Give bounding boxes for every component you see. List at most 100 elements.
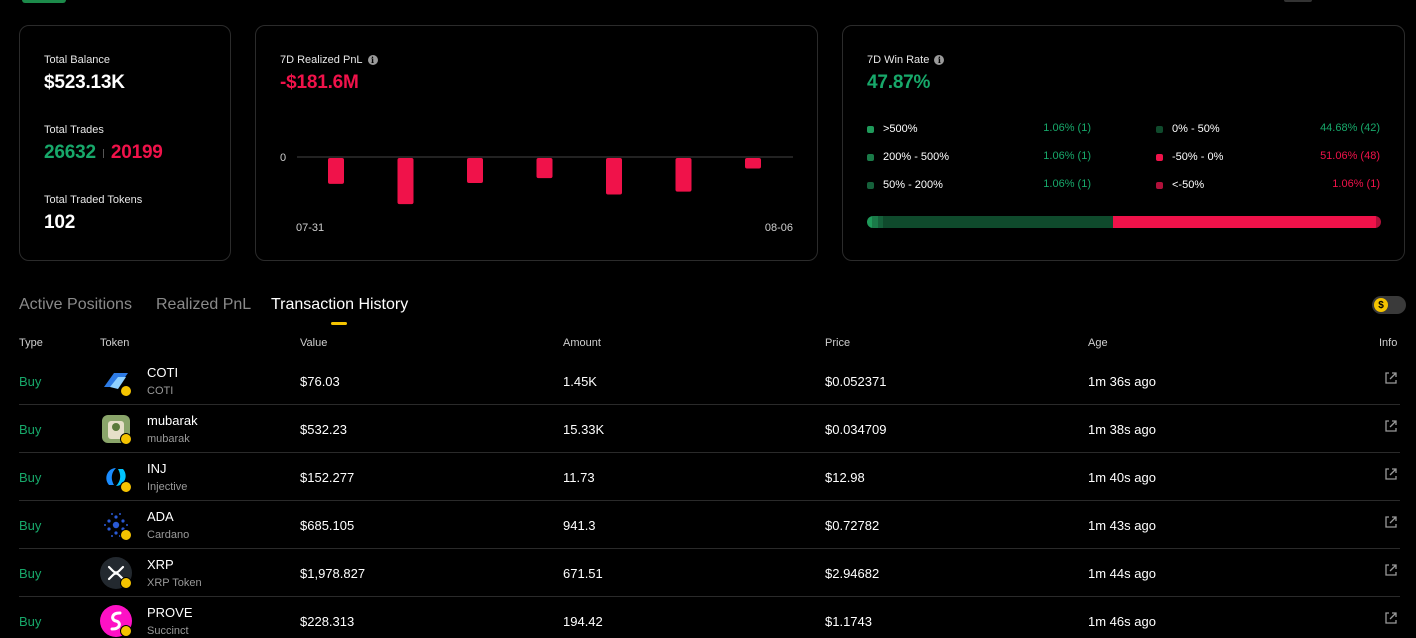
value-cell: $532.23 (300, 422, 347, 437)
legend-label: 50% - 200% (883, 179, 943, 191)
age-cell: 1m 38s ago (1088, 422, 1156, 437)
type-cell: Buy (19, 614, 42, 629)
pnl-bar[interactable] (745, 158, 761, 169)
token-name: XRP Token (147, 577, 202, 589)
info-icon[interactable]: i (367, 55, 378, 65)
x-end-label: 08-06 (765, 222, 793, 234)
dollar-icon: $ (1374, 298, 1388, 312)
token-symbol[interactable]: ADA (147, 509, 174, 524)
tab-realized-pnl[interactable]: Realized PnL (156, 296, 252, 313)
age-cell: 1m 44s ago (1088, 566, 1156, 581)
external-link-icon[interactable] (1383, 370, 1399, 386)
table-row[interactable]: Buy mubarak mubarak $532.23 15.33K $0.034709 1… (19, 405, 1400, 453)
token-symbol[interactable]: PROVE (147, 605, 193, 620)
distribution-segment (877, 216, 884, 228)
price-cell: $2.94682 (825, 566, 880, 581)
chain-badge-icon (120, 433, 132, 445)
amount-cell: 11.73 (563, 470, 595, 485)
pnl-bar[interactable] (467, 158, 483, 183)
token-name: Cardano (147, 529, 190, 541)
external-link-icon[interactable] (1383, 514, 1399, 530)
balance-card: Total Balance $523.13K Total Trades 2663… (19, 25, 231, 261)
distribution-segment (883, 216, 1113, 228)
price-cell: $12.98 (825, 470, 865, 485)
currency-toggle[interactable]: $ (1372, 296, 1406, 314)
age-cell: 1m 46s ago (1088, 614, 1156, 629)
legend-value: 1.06% (1) (1043, 178, 1091, 190)
trades-sell-count: 20199 (110, 142, 163, 163)
legend-label: >500% (883, 123, 918, 135)
total-trades-value: 26632 20199 (44, 142, 163, 164)
legend-item: -50% - 0% (1156, 150, 1223, 164)
legend-swatch (867, 181, 874, 189)
legend-swatch (1156, 153, 1163, 161)
amount-cell: 194.42 (563, 614, 603, 629)
table-row[interactable]: Buy PROVE Succinct $228.313 194.42 $1.1743 1m … (19, 597, 1400, 638)
external-link-icon[interactable] (1383, 418, 1399, 434)
mubarak-icon (100, 413, 132, 445)
legend-item: 0% - 50% (1156, 122, 1220, 136)
chain-badge-icon (120, 625, 132, 637)
chain-badge-icon (120, 577, 132, 589)
legend-value: 44.68% (42) (1320, 122, 1380, 134)
legend-value: 1.06% (1) (1043, 150, 1091, 162)
pnl-bar[interactable] (536, 158, 553, 179)
token-name: Injective (147, 481, 188, 493)
col-info: Info (1379, 337, 1398, 349)
info-icon[interactable]: i (934, 55, 945, 65)
chain-badge-icon (120, 529, 132, 541)
pnl-value: -$181.6M (280, 72, 359, 93)
token-name: Succinct (147, 625, 189, 637)
external-link-icon[interactable] (1383, 562, 1399, 578)
distribution-segment (867, 216, 873, 228)
pnl-bar[interactable] (606, 158, 622, 195)
pnl-bar[interactable] (397, 158, 414, 205)
price-cell: $0.052371 (825, 374, 887, 389)
legend-swatch (867, 153, 874, 161)
age-cell: 1m 36s ago (1088, 374, 1156, 389)
legend-item: 50% - 200% (867, 178, 943, 192)
top-sliver-gray (1284, 0, 1312, 2)
value-cell: $1,978.827 (300, 566, 366, 581)
col-type: Type (19, 337, 43, 349)
distribution-segment (872, 216, 878, 228)
age-cell: 1m 40s ago (1088, 470, 1156, 485)
price-cell: $0.034709 (825, 422, 887, 437)
table-row[interactable]: Buy ADA Cardano $685.105 941.3 $0.72782 1m 43s… (19, 501, 1400, 549)
legend-item: >500% (867, 122, 918, 136)
type-cell: Buy (19, 566, 42, 581)
token-symbol[interactable]: COTI (147, 365, 179, 380)
legend-label: <-50% (1172, 179, 1205, 191)
tab-transaction-history[interactable]: Transaction History (271, 296, 409, 313)
token-name: COTI (147, 385, 174, 397)
external-link-icon[interactable] (1383, 466, 1399, 482)
table-row[interactable]: Buy INJ Injective $152.277 11.73 $12.98 1m 40s… (19, 453, 1400, 501)
total-tokens-label: Total Traded Tokens (44, 194, 143, 206)
price-cell: $0.72782 (825, 518, 880, 533)
legend-label: 0% - 50% (1172, 123, 1220, 135)
chain-badge-icon (120, 481, 132, 493)
token-symbol[interactable]: XRP (147, 557, 174, 572)
pnl-bar[interactable] (328, 158, 344, 184)
table-row[interactable]: Buy XRP XRP Token $1,978.827 671.51 $2.94682 1… (19, 549, 1400, 597)
pnl-bar[interactable] (675, 158, 692, 192)
token-symbol[interactable]: mubarak (147, 413, 198, 428)
table-row[interactable]: Buy COTI COTI $76.03 1.45K $0.052371 1m 36s ag… (19, 357, 1400, 405)
winrate-label-row: 7D Win Rate i (867, 54, 945, 66)
pnl-label-row: 7D Realized PnL i (280, 54, 378, 66)
col-amount: Amount (563, 337, 601, 349)
tab-active-positions[interactable]: Active Positions (19, 296, 132, 313)
pnl-bar-chart: 0 07-31 08-06 (280, 152, 793, 234)
chain-badge-icon (120, 385, 132, 397)
trades-buy-count: 26632 (44, 142, 96, 163)
total-balance-value: $523.13K (44, 72, 125, 93)
legend-label: 200% - 500% (883, 151, 950, 163)
token-name: mubarak (147, 433, 190, 445)
amount-cell: 941.3 (563, 518, 596, 533)
col-price: Price (825, 337, 851, 349)
legend-swatch (1156, 181, 1163, 189)
legend-item: <-50% (1156, 178, 1204, 192)
token-symbol[interactable]: INJ (147, 461, 167, 476)
external-link-icon[interactable] (1383, 610, 1399, 626)
winrate-label: 7D Win Rate (867, 54, 930, 66)
